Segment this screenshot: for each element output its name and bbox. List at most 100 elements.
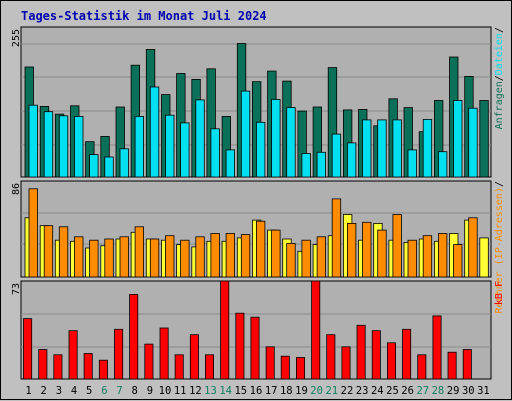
middle-panel-bar-ip-adressen-13 (210, 233, 220, 278)
bottom-panel-bar-kb-f-27 (417, 354, 427, 380)
bottom-panel-legend-item-0: kB F (494, 281, 505, 305)
top-panel-bar-dateien-12 (195, 99, 205, 178)
top-panel-bar-dateien-25 (392, 119, 402, 178)
top-panel-bar-dateien-2 (43, 111, 54, 178)
bottom-panel-bar-kb-f-9 (144, 343, 154, 380)
bottom-panel-bar-kb-f-1 (23, 318, 33, 380)
middle-panel-bar-ip-adressen-8 (134, 226, 145, 278)
bottom-panel-bar-kb-f-19 (295, 357, 305, 380)
bottom-panel-bar-kb-f-2 (38, 349, 48, 380)
bottom-panel-bar-kb-f-22 (341, 346, 351, 380)
bottom-panel-bar-kb-f-20 (311, 280, 321, 380)
bottom-panel-bar-kb-f-12 (189, 334, 199, 380)
top-panel-bar-dateien-27 (422, 119, 433, 178)
bottom-panel-bar-kb-f-11 (174, 354, 184, 380)
top-panel-bar-dateien-22 (346, 142, 357, 178)
x-tick-label-13: 13 (204, 385, 217, 397)
middle-panel-bar-ip-adressen-11 (180, 239, 190, 278)
bottom-panel-bar-kb-f-17 (265, 346, 275, 380)
middle-panel-bar-ip-adressen-3 (58, 226, 69, 278)
middle-panel-bar-ip-adressen-30 (468, 217, 478, 278)
bottom-panel-bar-kb-f-24 (371, 330, 381, 380)
middle-panel-bar-ip-adressen-17 (271, 229, 281, 278)
bottom-panel-bar-kb-f-26 (402, 328, 412, 380)
x-tick-label-5: 5 (86, 385, 92, 397)
middle-panel-bar-rechner-31 (479, 237, 489, 278)
top-panel-bar-dateien-7 (119, 148, 129, 178)
x-tick-label-24: 24 (371, 385, 384, 397)
bottom-panel-bar-kb-f-16 (250, 316, 260, 380)
bottom-panel-ymax-label: 73 (11, 283, 22, 295)
bottom-panel-bar-kb-f-29 (447, 351, 457, 380)
bottom-panel-bar-kb-f-4 (68, 330, 78, 380)
x-tick-label-31: 31 (477, 385, 490, 397)
middle-panel-bar-ip-adressen-14 (225, 233, 236, 278)
middle-panel-bar-ip-adressen-19 (301, 239, 311, 278)
middle-panel-bar-ip-adressen-24 (377, 229, 387, 278)
x-tick-label-16: 16 (250, 385, 263, 397)
bottom-panel-bar-kb-f-3 (53, 354, 63, 380)
bottom-panel-bar-kb-f-28 (432, 315, 442, 380)
top-panel-bar-dateien-8 (134, 116, 145, 178)
bottom-panel-bar-kb-f-18 (280, 355, 290, 380)
top-panel-bar-dateien-6 (104, 156, 114, 178)
bottom-panel-bar-kb-f-5 (83, 353, 93, 380)
top-panel-legend-text: Anfragen/Dateien/ (494, 27, 505, 129)
middle-panel-legend-item-1: (IP-Adressen) (494, 187, 505, 271)
x-tick-label-15: 15 (234, 385, 247, 397)
bottom-panel-bar-kb-f-14 (220, 280, 230, 380)
x-tick-label-7: 7 (116, 385, 122, 397)
top-panel-legend-item-2: Dateien (494, 33, 505, 75)
x-tick-label-12: 12 (189, 385, 202, 397)
bottom-panel-bar-kb-f-21 (326, 334, 336, 380)
top-panel-bar-dateien-29 (453, 100, 463, 178)
top-panel-legend-item-3: / (494, 27, 505, 33)
top-panel-bar-dateien-15 (240, 90, 251, 178)
middle-panel-bar-ip-adressen-22 (346, 222, 357, 278)
middle-panel-ymax-label: 86 (11, 183, 22, 195)
middle-panel-bar-ip-adressen-12 (195, 236, 205, 278)
top-panel-legend-item-1: / (494, 75, 505, 81)
top-panel-bar-dateien-4 (74, 116, 84, 178)
x-tick-label-6: 6 (101, 385, 107, 397)
middle-panel-bar-ip-adressen-7 (119, 236, 129, 278)
middle-panel-bar-ip-adressen-23 (362, 221, 372, 278)
x-tick-label-29: 29 (447, 385, 460, 397)
top-panel-bar-dateien-19 (301, 153, 311, 178)
chart-title: Tages-Statistik im Monat Juli 2024 (21, 9, 267, 23)
middle-panel-bar-ip-adressen-28 (437, 233, 448, 278)
top-panel-bar-dateien-11 (180, 122, 190, 178)
x-tick-label-27: 27 (416, 385, 429, 397)
middle-panel-bar-ip-adressen-1 (28, 188, 38, 278)
middle-panel-bar-ip-adressen-20 (316, 236, 327, 278)
bottom-panel-bar-kb-f-25 (386, 342, 396, 380)
middle-panel-bar-ip-adressen-5 (89, 239, 99, 278)
top-panel-bar-dateien-26 (407, 149, 417, 178)
middle-panel-bar-ip-adressen-15 (240, 234, 251, 278)
x-tick-label-21: 21 (325, 385, 338, 397)
x-tick-label-11: 11 (174, 385, 187, 397)
top-panel-bar-dateien-10 (165, 114, 175, 178)
x-tick-label-20: 20 (310, 385, 323, 397)
top-panel-bar-anfragen-31 (479, 100, 489, 178)
middle-panel-legend-text: Rechner (IP-Adressen)/ (494, 181, 505, 313)
middle-panel-bar-ip-adressen-25 (392, 214, 402, 278)
bottom-panel-bar-kb-f-6 (98, 359, 108, 380)
top-panel-bar-dateien-17 (271, 99, 281, 178)
middle-panel-legend-item-2: / (494, 181, 505, 187)
x-tick-label-30: 30 (462, 385, 475, 397)
bottom-panel-bar-kb-f-10 (159, 327, 169, 380)
x-tick-label-10: 10 (159, 385, 172, 397)
x-tick-label-23: 23 (356, 385, 369, 397)
middle-panel-bar-ip-adressen-27 (422, 235, 433, 278)
top-panel-bar-dateien-3 (58, 115, 69, 178)
top-panel-bar-dateien-28 (437, 151, 448, 178)
bottom-panel-bar-kb-f-7 (114, 328, 124, 380)
middle-panel-bar-ip-adressen-16 (255, 220, 266, 278)
top-panel-bar-dateien-14 (225, 149, 236, 178)
x-tick-label-18: 18 (280, 385, 293, 397)
middle-panel-bar-ip-adressen-10 (165, 235, 175, 278)
